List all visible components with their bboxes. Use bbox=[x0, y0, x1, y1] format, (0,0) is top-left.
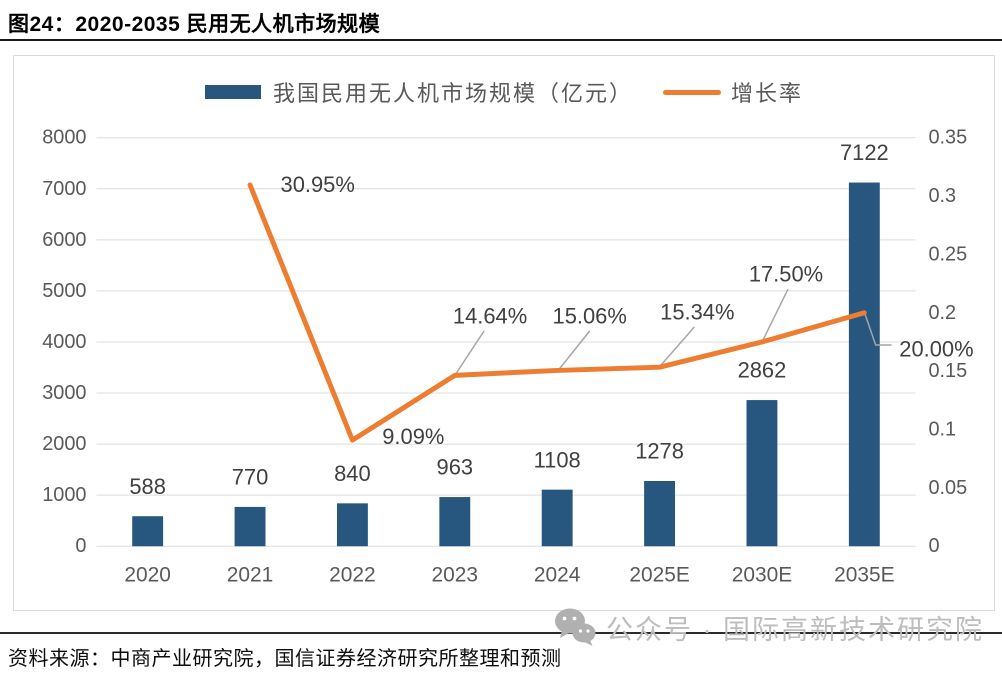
left-axis-tick-label: 3000 bbox=[42, 382, 86, 404]
market-size-bar bbox=[439, 497, 471, 547]
title-divider bbox=[0, 39, 1002, 41]
left-axis-tick-label: 6000 bbox=[42, 229, 86, 251]
label-leader-line bbox=[454, 330, 485, 376]
bar-value-label: 7122 bbox=[840, 140, 889, 165]
market-size-bar bbox=[848, 182, 880, 547]
right-axis-tick-label: 0.35 bbox=[928, 127, 967, 149]
left-axis-tick-label: 2000 bbox=[42, 433, 86, 455]
growth-rate-label: 15.34% bbox=[660, 300, 734, 325]
line-series-label: 增长率 bbox=[731, 81, 804, 106]
market-size-bar bbox=[132, 516, 164, 547]
label-leader-line bbox=[761, 288, 789, 343]
x-axis-label: 2023 bbox=[432, 564, 479, 587]
label-leader-line bbox=[658, 326, 695, 368]
growth-rate-label: 9.09% bbox=[382, 424, 444, 449]
market-size-bar bbox=[644, 480, 676, 547]
line-series-swatch bbox=[663, 89, 721, 95]
right-axis-tick-label: 0.05 bbox=[928, 477, 967, 499]
x-axis-label: 2024 bbox=[534, 564, 581, 587]
chart-area: 0 1000 2000 3000 4000 5000 6000 7000 8000 0 0.05 0.… bbox=[13, 55, 995, 611]
x-axis-label: 2021 bbox=[227, 564, 274, 587]
watermark: 公众号 · 国际高新技术研究院 bbox=[552, 606, 984, 648]
wechat-icon bbox=[555, 608, 596, 646]
growth-rate-label: 15.06% bbox=[553, 304, 627, 329]
right-axis-tick-label: 0.3 bbox=[928, 185, 956, 207]
growth-rate-label: 20.00% bbox=[899, 336, 973, 361]
bar-series-swatch bbox=[204, 85, 261, 99]
market-size-bar bbox=[541, 489, 573, 547]
market-size-bar bbox=[234, 506, 266, 547]
watermark-text: 公众号 · 国际高新技术研究院 bbox=[606, 614, 984, 645]
market-size-bar bbox=[746, 400, 778, 547]
footer-divider bbox=[0, 632, 1002, 634]
x-axis-label: 2025E bbox=[629, 564, 690, 587]
bar-value-label: 2862 bbox=[738, 358, 787, 383]
bar-series-label: 我国民用无人机市场规模（亿元） bbox=[272, 81, 633, 106]
right-axis-tick-label: 0.25 bbox=[928, 243, 967, 265]
left-axis-tick-label: 4000 bbox=[42, 331, 86, 353]
left-axis-tick-label: 8000 bbox=[42, 127, 86, 149]
chart-legend: 我国民用无人机市场规模（亿元） 增长率 bbox=[14, 76, 994, 108]
bar-value-label: 963 bbox=[437, 455, 474, 480]
combo-chart: 0 1000 2000 3000 4000 5000 6000 7000 8000 0 0.05 0.… bbox=[42, 127, 973, 587]
bar-value-label: 1278 bbox=[635, 439, 684, 464]
x-axis-label: 2030E bbox=[732, 564, 793, 587]
right-axis-tick-label: 0 bbox=[928, 535, 939, 557]
market-size-bar bbox=[336, 503, 368, 547]
x-axis-label: 2020 bbox=[124, 564, 171, 587]
bar-value-label: 840 bbox=[334, 461, 371, 486]
bar-value-label: 770 bbox=[232, 465, 269, 490]
left-axis-tick-label: 5000 bbox=[42, 280, 86, 302]
left-axis-tick-label: 1000 bbox=[42, 484, 86, 506]
growth-rate-label: 17.50% bbox=[749, 262, 823, 287]
bar-value-label: 588 bbox=[129, 474, 166, 499]
source-note: 资料来源：中商产业研究院，国信证券经济研究所整理和预测 bbox=[8, 648, 562, 670]
growth-rate-label: 14.64% bbox=[453, 304, 527, 329]
label-leader-line bbox=[557, 330, 591, 372]
right-axis-tick-label: 0.1 bbox=[928, 419, 956, 441]
left-axis-tick-label: 0 bbox=[75, 535, 86, 557]
left-axis-tick-label: 7000 bbox=[42, 178, 86, 200]
x-axis-label: 2022 bbox=[329, 564, 376, 587]
figure-title: 图24：2020-2035 民用无人机市场规模 bbox=[8, 13, 381, 36]
x-axis-label: 2035E bbox=[834, 564, 895, 587]
growth-rate-label: 30.95% bbox=[281, 172, 355, 197]
right-axis-tick-label: 0.15 bbox=[928, 360, 967, 382]
bar-value-label: 1108 bbox=[534, 447, 581, 472]
right-axis-tick-label: 0.2 bbox=[928, 302, 956, 324]
growth-rate-line bbox=[247, 182, 867, 443]
label-leader-line bbox=[863, 312, 892, 346]
